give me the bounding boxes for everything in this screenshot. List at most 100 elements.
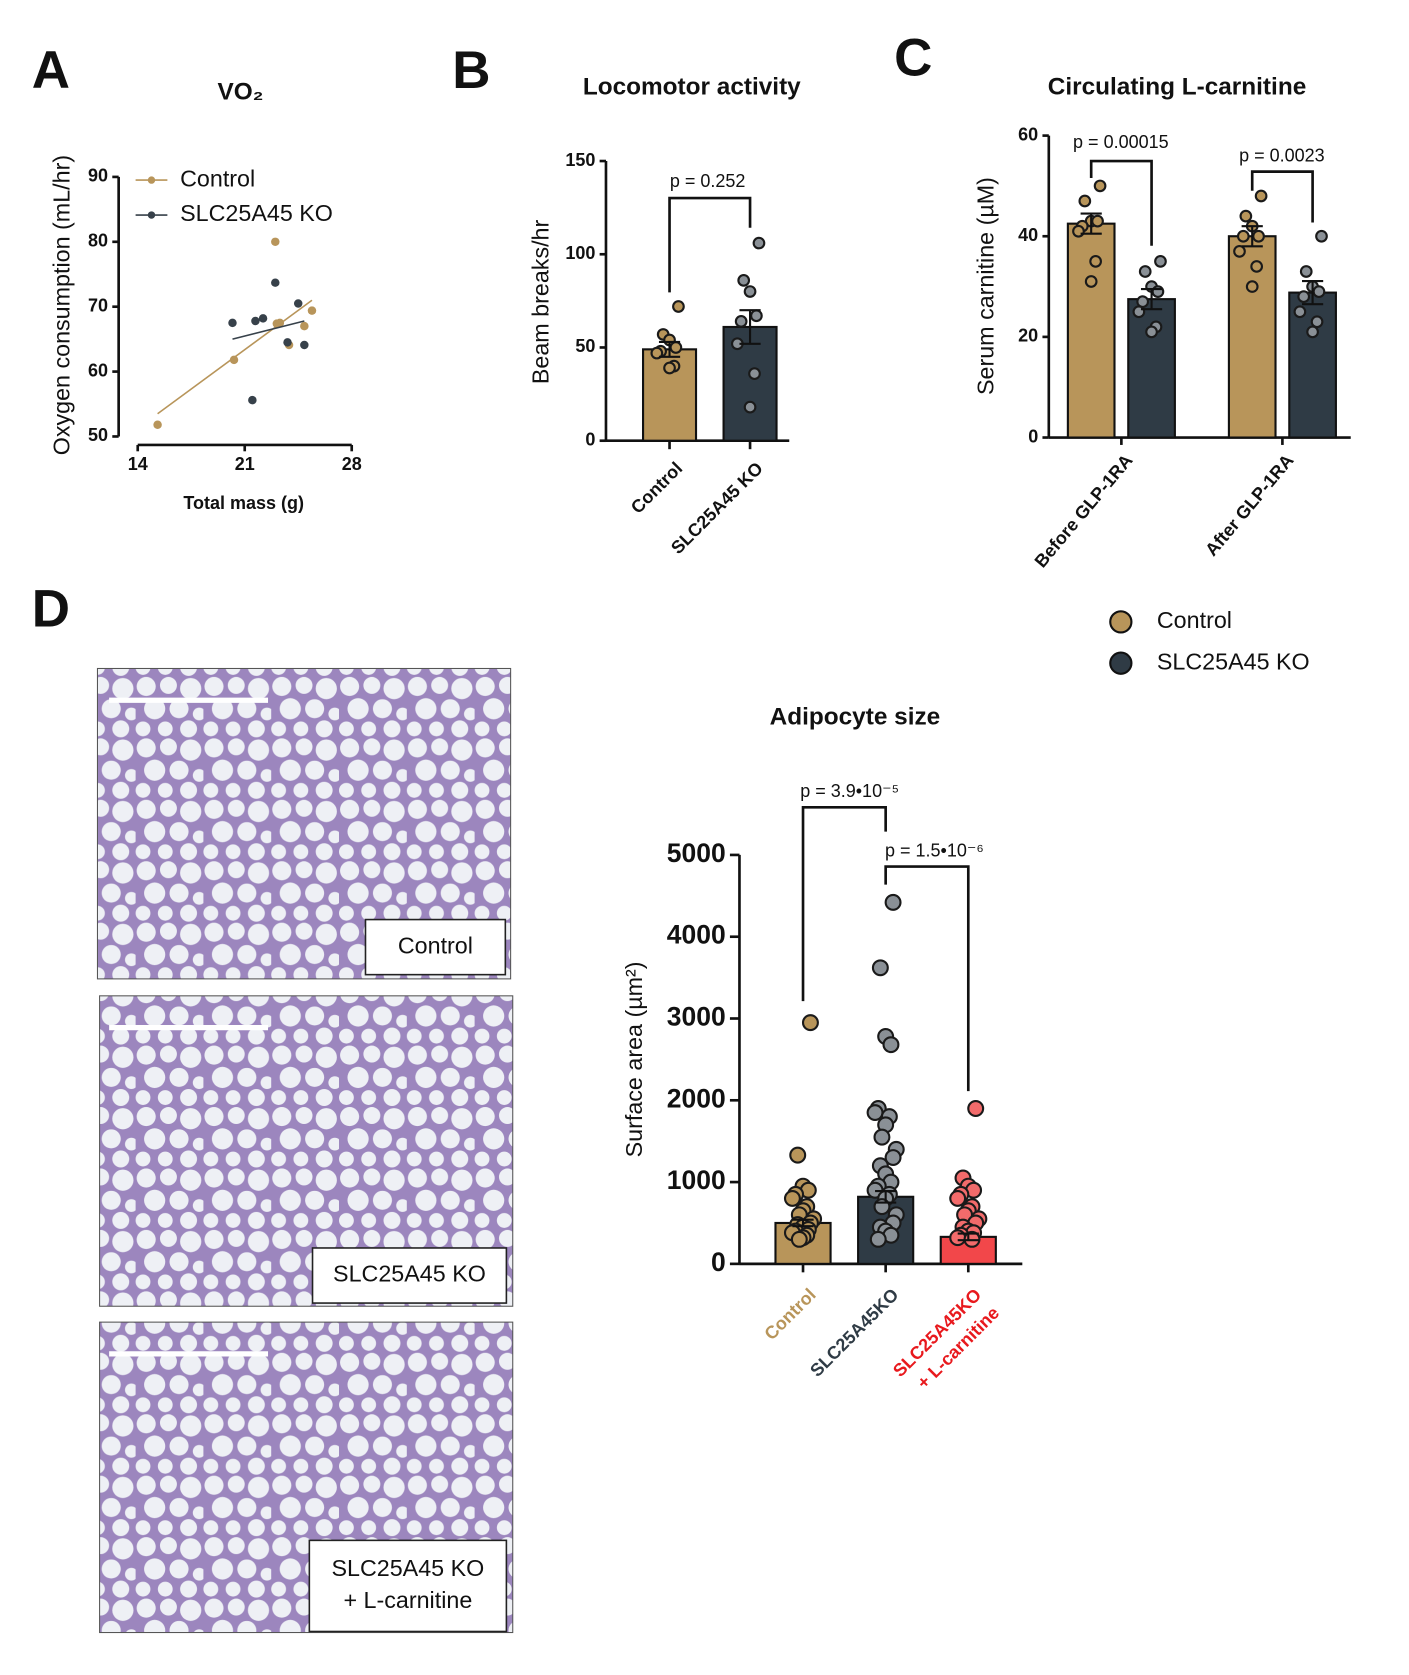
x-tick-label: Control (760, 1285, 819, 1344)
y-tick-label: 80 (88, 231, 108, 251)
data-point (1239, 209, 1253, 223)
y-tick-label: 4000 (667, 920, 726, 950)
p-value: p = 3.9•10⁻⁵ (800, 781, 899, 801)
data-point (1151, 285, 1165, 298)
x-tick-label: SLC25A45KO+ L-carnitine (889, 1285, 1003, 1399)
y-axis-label: Oxygen consumption (mL/hr) (49, 155, 75, 455)
y-axis-label: Beam breaks/hr (528, 219, 554, 384)
data-point (650, 346, 664, 360)
y-tick-label: 50 (88, 425, 108, 445)
micrograph-label-line: + L-carnitine (343, 1587, 472, 1613)
data-point (748, 367, 761, 380)
data-point (967, 1099, 985, 1117)
x-tick-label: 14 (128, 454, 148, 474)
significance-bracket (884, 865, 970, 1092)
y-axis-label: Surface area (µm²) (621, 961, 647, 1157)
data-point (1252, 229, 1265, 243)
label-box (308, 1539, 508, 1633)
chart-title: Adipocyte size (770, 704, 941, 731)
x-axis-label: Total mass (g) (183, 493, 304, 513)
label-box (311, 1247, 508, 1304)
legend-marker (147, 211, 156, 219)
data-point (300, 340, 309, 350)
data-point (1078, 194, 1092, 208)
bar (1066, 222, 1116, 439)
data-point (672, 300, 685, 313)
chart-title: VO₂ (217, 79, 263, 106)
y-tick-label: 1000 (667, 1165, 726, 1195)
y-tick-label: 100 (565, 243, 595, 263)
error-bar (875, 1190, 897, 1204)
x-tick-label: After GLP-1RA (1201, 450, 1297, 559)
micrograph-label: SLC25A45 KO (333, 1261, 486, 1287)
data-point (1091, 214, 1104, 228)
data-point (1084, 275, 1098, 288)
data-point (1245, 280, 1259, 293)
legend-label: SLC25A45 KO (1157, 648, 1310, 674)
error-bar (1241, 225, 1263, 248)
legend-label: Control (1157, 607, 1232, 633)
significance-bracket (1250, 170, 1314, 223)
micrograph-label-line: SLC25A45 KO (331, 1555, 484, 1581)
error-bar (1080, 212, 1102, 235)
x-tick-label: Before GLP-1RA (1031, 450, 1137, 571)
data-point (1310, 315, 1324, 329)
legend-marker (147, 176, 156, 184)
data-point (869, 1230, 887, 1248)
y-tick-label: 0 (585, 429, 595, 449)
micrograph-label: SLC25A45 KO + L-carnitine (331, 1555, 484, 1613)
data-point (866, 1104, 884, 1122)
error-bar (957, 1232, 979, 1242)
data-point (949, 1229, 967, 1247)
x-tick-label: 21 (235, 454, 255, 474)
data-point (1293, 305, 1307, 319)
chart-title: Circulating L-carnitine (1048, 73, 1307, 100)
data-point (1138, 265, 1152, 278)
data-point (663, 361, 676, 375)
data-point (1306, 325, 1319, 339)
data-point (251, 316, 260, 326)
data-point (734, 315, 748, 328)
data-point (1154, 255, 1167, 268)
y-tick-label: 50 (575, 336, 595, 356)
bar (1127, 298, 1176, 439)
data-point (1299, 265, 1313, 278)
y-tick-label: 90 (88, 166, 108, 186)
data-point (1089, 255, 1102, 268)
panel-letter: D (32, 579, 70, 638)
y-tick-label: 2000 (667, 1083, 726, 1113)
data-point (228, 318, 237, 328)
error-bar (739, 309, 761, 345)
significance-bracket (1089, 159, 1153, 246)
error-bar (1140, 288, 1163, 311)
data-point (293, 299, 303, 308)
data-point (1093, 179, 1107, 193)
x-tick-label: Control (627, 458, 686, 517)
panel-letter: C (894, 28, 932, 87)
micrograph (99, 1321, 514, 1634)
y-tick-label: 70 (88, 295, 108, 315)
error-bar (792, 1218, 814, 1228)
legend-label: SLC25A45 KO (180, 200, 333, 226)
y-tick-label: 150 (565, 150, 595, 170)
data-point (750, 309, 763, 323)
label-box (364, 918, 507, 976)
data-point (1254, 189, 1268, 203)
p-value: p = 1.5•10⁻⁶ (885, 841, 984, 861)
data-point (1233, 244, 1246, 258)
legend-marker (1109, 610, 1133, 634)
p-value: p = 0.252 (670, 171, 746, 191)
micrograph-label: Control (398, 932, 473, 958)
error-bar (658, 340, 681, 358)
data-point (790, 1230, 808, 1248)
y-tick-label: 60 (88, 360, 108, 380)
y-tick-label: 0 (1028, 426, 1038, 446)
legend-label: Control (180, 165, 255, 191)
data-point (248, 395, 257, 405)
chart-title: Locomotor activity (583, 73, 801, 100)
data-point (873, 1198, 891, 1216)
data-point (737, 274, 751, 287)
y-tick-label: 3000 (667, 1002, 726, 1032)
data-point (743, 285, 757, 298)
